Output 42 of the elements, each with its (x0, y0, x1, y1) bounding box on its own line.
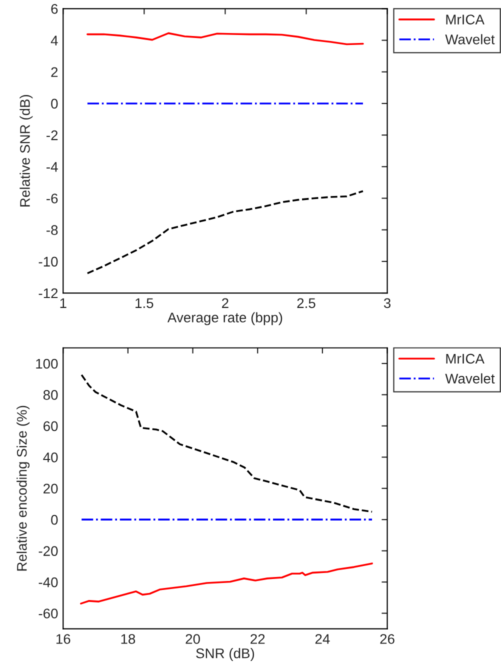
x-tick-label: 20 (186, 634, 200, 644)
y-tick-label: 0 (51, 98, 58, 109)
legend-label: MrICA (446, 14, 484, 24)
x-tick-label: 16 (56, 634, 70, 644)
y-tick-label: -40 (38, 577, 58, 588)
line-series (86, 190, 364, 274)
y-tick-label: -60 (38, 608, 58, 618)
x-tick-label: 3 (384, 298, 391, 308)
y-tick-label: -6 (46, 194, 58, 204)
x-tick-label: 22 (250, 634, 265, 644)
legend-label: Wavelet (445, 373, 495, 384)
y-tick-label: -10 (38, 256, 58, 267)
y-tick-label: 80 (43, 390, 58, 400)
y-tick-label: 6 (51, 4, 58, 14)
y-tick-label: 4 (50, 36, 58, 46)
line-series (80, 374, 373, 513)
y-tick-label: 0 (51, 514, 58, 525)
y-tick-label: -20 (38, 546, 58, 556)
y-tick-label: 2 (51, 67, 58, 77)
line-series (80, 562, 373, 604)
x-tick-label: 2.5 (297, 298, 316, 308)
y-tick-label: 20 (44, 484, 58, 494)
legend-label: Wavelet (445, 34, 495, 44)
legend-label: MrICA (446, 354, 484, 364)
line-series (86, 32, 364, 46)
y-tick-label: 40 (43, 452, 58, 462)
y-tick-label: -8 (46, 225, 58, 236)
y-tick-label: -2 (46, 130, 58, 140)
x-tick-label: 1 (60, 298, 66, 308)
x-tick-label: 2 (222, 298, 228, 308)
x-tick-label: 18 (121, 634, 136, 644)
y-tick-label: 100 (36, 358, 58, 369)
x-tick-label: 24 (315, 634, 330, 644)
y-axis-title: Relative SNR (dB) (20, 94, 33, 206)
y-tick-label: -12 (38, 288, 58, 298)
x-tick-label: 26 (380, 634, 394, 644)
x-tick-label: 1.5 (136, 298, 154, 308)
y-axis-title: Relative encoding Size (%) (16, 406, 30, 571)
y-tick-label: -4 (46, 162, 58, 172)
y-tick-label: 60 (44, 421, 58, 432)
x-axis-title: SNR (dB) (196, 648, 254, 661)
x-axis-title: Average rate (bpp) (167, 312, 282, 326)
